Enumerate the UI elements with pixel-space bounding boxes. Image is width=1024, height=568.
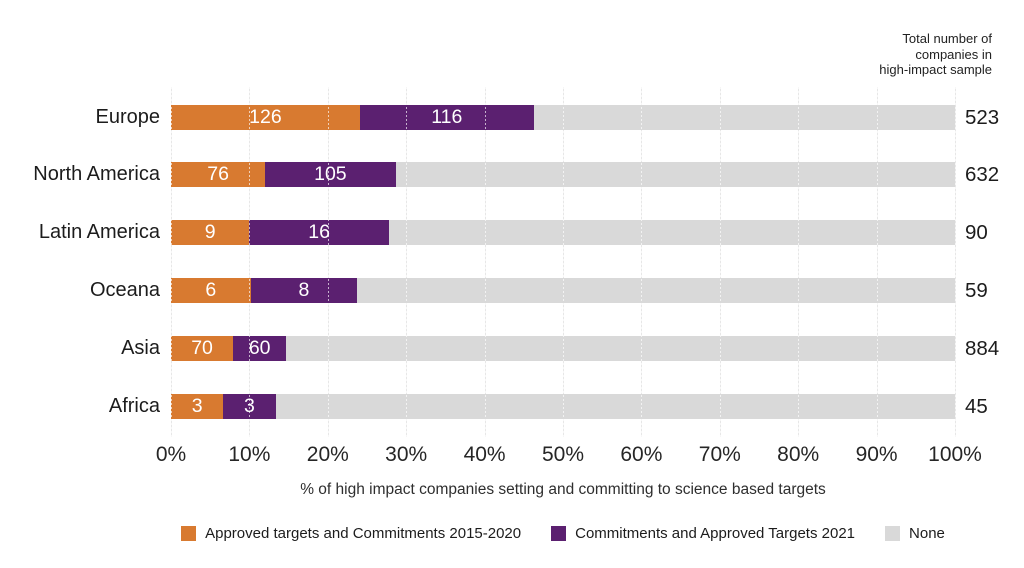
- bar-segment-2021: 3: [223, 393, 276, 419]
- legend: Approved targets and Commitments 2015-20…: [141, 525, 985, 542]
- total-value: 45: [965, 394, 988, 418]
- legend-label: Commitments and Approved Targets 2021: [575, 525, 856, 542]
- totals-column-header: Total number of companies in high-impact…: [879, 31, 992, 77]
- bar-segment-2015-2020: 76: [171, 162, 266, 188]
- bar-segment-2021: 116: [359, 104, 534, 130]
- bar-segment-2021: 8: [250, 277, 358, 303]
- bar-value-label: 6: [205, 278, 217, 301]
- category-label: Latin America: [38, 221, 160, 244]
- category-label: Asia: [121, 336, 160, 359]
- bar-value-label: 76: [207, 163, 229, 186]
- chart-row-oceana: Oceana 6 8 59: [0, 277, 1024, 303]
- total-value: 90: [965, 221, 988, 245]
- chart-row-africa: Africa 3 3 45: [0, 393, 1024, 419]
- category-label: Oceana: [89, 278, 160, 301]
- bar-segment-2015-2020: 3: [171, 393, 224, 419]
- legend-label: Approved targets and Commitments 2015-20…: [205, 525, 522, 542]
- bar-segment-none: [286, 335, 955, 361]
- bar-segment-none: [388, 220, 955, 246]
- bar-segment-2021: 16: [249, 220, 389, 246]
- bar-track: 70 60: [171, 335, 955, 361]
- bar-segment-2021: 105: [265, 162, 396, 188]
- total-value: 59: [965, 278, 988, 302]
- bar-track: 76 105: [171, 162, 955, 188]
- bar-value-label: 126: [249, 105, 282, 128]
- bar-segment-2015-2020: 6: [171, 277, 251, 303]
- bar-segment-2021: 60: [233, 335, 287, 361]
- bar-value-label: 3: [191, 394, 203, 417]
- legend-item: Commitments and Approved Targets 2021: [551, 525, 855, 542]
- category-label: North America: [33, 163, 160, 186]
- legend-item: None: [885, 525, 945, 542]
- chart-row-europe: Europe 126 116 523: [0, 104, 1024, 130]
- legend-item: Approved targets and Commitments 2015-20…: [181, 525, 521, 542]
- bar-value-label: 60: [248, 336, 271, 359]
- legend-label: None: [909, 525, 945, 542]
- bar-track: 9 16: [171, 220, 955, 246]
- bar-segment-none: [275, 393, 955, 419]
- total-value: 632: [965, 163, 1000, 187]
- legend-swatch-icon: [181, 526, 197, 541]
- bar-segment-2015-2020: 70: [171, 335, 234, 361]
- bar-value-label: 116: [431, 105, 463, 128]
- bar-segment-none: [357, 277, 955, 303]
- legend-swatch-icon: [885, 526, 901, 541]
- bar-value-label: 16: [308, 221, 330, 244]
- bar-value-label: 9: [204, 221, 216, 244]
- bar-value-label: 105: [314, 163, 347, 186]
- category-label: Africa: [108, 394, 160, 417]
- bar-segment-none: [395, 162, 955, 188]
- chart-row-latin-america: Latin America 9 16 90: [0, 220, 1024, 246]
- bar-segment-none: [533, 104, 955, 130]
- bar-value-label: 8: [298, 278, 310, 301]
- chart-row-asia: Asia 70 60 884: [0, 335, 1024, 361]
- total-value: 884: [965, 336, 1000, 360]
- bar-segment-2015-2020: 126: [171, 104, 360, 130]
- total-value: 523: [965, 105, 1000, 129]
- chart-row-north-america: North America 76 105 632: [0, 162, 1024, 188]
- legend-swatch-icon: [551, 526, 567, 541]
- category-label: Europe: [95, 105, 161, 128]
- bar-value-label: 3: [243, 394, 255, 417]
- bar-segment-2015-2020: 9: [171, 220, 250, 246]
- bar-value-label: 70: [191, 336, 213, 359]
- bar-track: 126 116: [171, 104, 955, 130]
